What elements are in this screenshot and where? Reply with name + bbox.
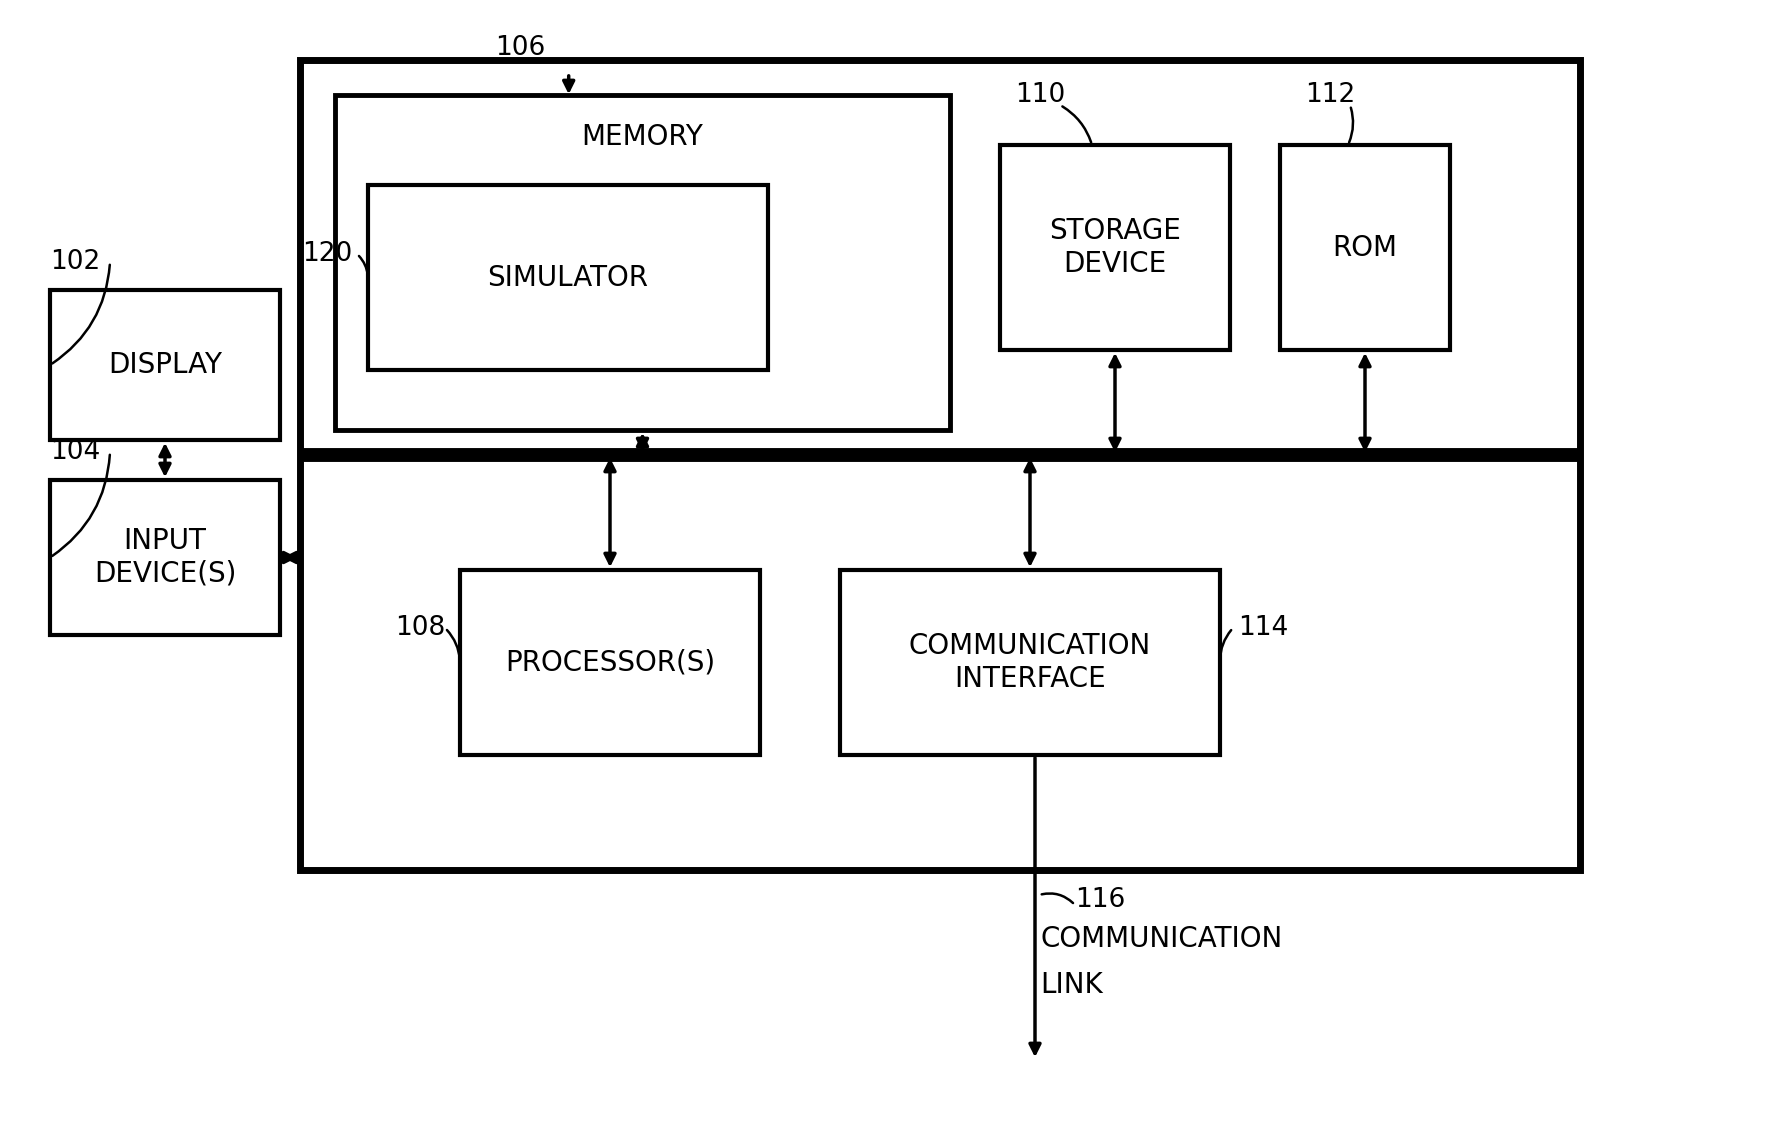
Text: PROCESSOR(S): PROCESSOR(S) — [504, 648, 715, 676]
Bar — [839, 570, 1221, 755]
Text: DISPLAY: DISPLAY — [109, 351, 223, 378]
FancyArrowPatch shape — [1221, 630, 1231, 659]
Text: COMMUNICATION
LINK: COMMUNICATION LINK — [1041, 925, 1283, 998]
Text: 114: 114 — [1238, 615, 1288, 641]
Text: 102: 102 — [50, 249, 100, 275]
Text: 106: 106 — [495, 35, 545, 61]
Bar — [335, 95, 950, 430]
Text: 120: 120 — [301, 241, 353, 267]
Text: 110: 110 — [1016, 82, 1066, 108]
Text: 108: 108 — [396, 615, 446, 641]
Bar — [50, 290, 280, 440]
Text: COMMUNICATION
INTERFACE: COMMUNICATION INTERFACE — [909, 632, 1151, 693]
Text: MEMORY: MEMORY — [581, 124, 704, 150]
FancyArrowPatch shape — [52, 265, 110, 364]
FancyArrowPatch shape — [358, 256, 367, 275]
FancyArrowPatch shape — [1062, 107, 1091, 143]
Bar — [369, 185, 768, 369]
Bar — [1000, 145, 1230, 350]
FancyArrowPatch shape — [1349, 108, 1353, 143]
Text: 104: 104 — [50, 439, 100, 465]
Bar — [50, 480, 280, 634]
FancyArrowPatch shape — [52, 455, 110, 556]
Text: INPUT
DEVICE(S): INPUT DEVICE(S) — [94, 528, 237, 587]
Text: 116: 116 — [1075, 887, 1124, 913]
Text: ROM: ROM — [1333, 234, 1397, 262]
FancyArrowPatch shape — [1042, 894, 1073, 903]
FancyArrowPatch shape — [447, 630, 460, 659]
Text: STORAGE
DEVICE: STORAGE DEVICE — [1050, 217, 1181, 277]
Bar — [1279, 145, 1451, 350]
Bar — [460, 570, 759, 755]
Text: 112: 112 — [1304, 82, 1354, 108]
Text: SIMULATOR: SIMULATOR — [488, 264, 649, 292]
Bar — [299, 60, 1581, 870]
